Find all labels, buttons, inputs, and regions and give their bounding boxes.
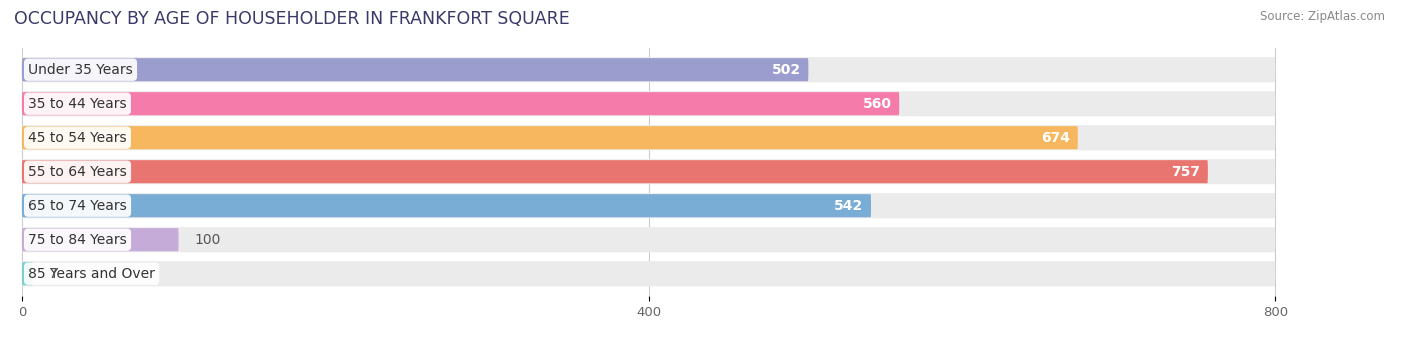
Text: 674: 674 — [1040, 131, 1070, 145]
Text: 45 to 54 Years: 45 to 54 Years — [28, 131, 127, 145]
Text: 35 to 44 Years: 35 to 44 Years — [28, 97, 127, 111]
FancyBboxPatch shape — [22, 91, 1275, 116]
Text: Under 35 Years: Under 35 Years — [28, 63, 134, 77]
Text: 542: 542 — [834, 199, 863, 213]
FancyBboxPatch shape — [22, 57, 1275, 82]
FancyBboxPatch shape — [22, 194, 872, 217]
Text: 502: 502 — [772, 63, 800, 77]
Text: 85 Years and Over: 85 Years and Over — [28, 267, 155, 281]
FancyBboxPatch shape — [22, 159, 1275, 184]
Text: Source: ZipAtlas.com: Source: ZipAtlas.com — [1260, 10, 1385, 23]
Text: 65 to 74 Years: 65 to 74 Years — [28, 199, 127, 213]
FancyBboxPatch shape — [22, 262, 32, 285]
FancyBboxPatch shape — [22, 227, 1275, 252]
FancyBboxPatch shape — [22, 193, 1275, 218]
Text: 560: 560 — [862, 97, 891, 111]
Text: 55 to 64 Years: 55 to 64 Years — [28, 165, 127, 179]
FancyBboxPatch shape — [22, 261, 1275, 286]
Text: 757: 757 — [1171, 165, 1201, 179]
FancyBboxPatch shape — [22, 58, 808, 81]
FancyBboxPatch shape — [22, 92, 900, 115]
FancyBboxPatch shape — [22, 228, 179, 251]
FancyBboxPatch shape — [22, 126, 1078, 149]
Text: OCCUPANCY BY AGE OF HOUSEHOLDER IN FRANKFORT SQUARE: OCCUPANCY BY AGE OF HOUSEHOLDER IN FRANK… — [14, 10, 569, 28]
Text: 100: 100 — [194, 233, 221, 247]
FancyBboxPatch shape — [22, 160, 1208, 183]
Text: 75 to 84 Years: 75 to 84 Years — [28, 233, 127, 247]
Text: 7: 7 — [49, 267, 58, 281]
FancyBboxPatch shape — [22, 125, 1275, 150]
